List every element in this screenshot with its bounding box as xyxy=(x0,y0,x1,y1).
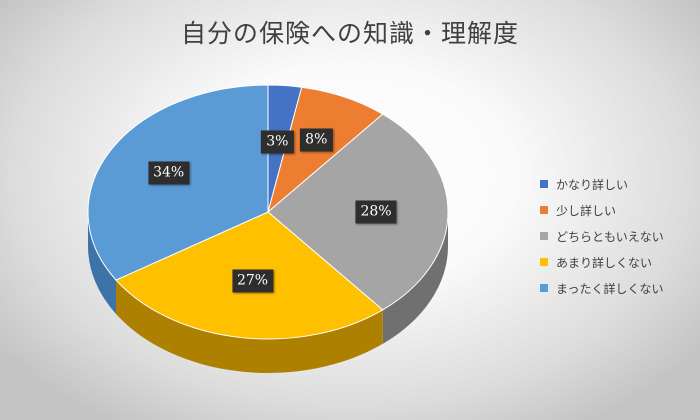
pie-side-5 xyxy=(88,212,117,315)
legend-swatch-5 xyxy=(540,284,548,292)
data-label-4: 27% xyxy=(231,269,274,293)
legend-item-4: あまり詳しくない xyxy=(540,253,664,271)
legend-item-5: まったく詳しくない xyxy=(540,279,664,297)
legend-label-3: どちらともいえない xyxy=(556,229,664,244)
legend-item-2: 少し詳しい xyxy=(540,201,664,219)
legend-swatch-1 xyxy=(540,180,548,188)
chart-title: 自分の保険への知識・理解度 xyxy=(180,19,519,48)
data-label-5: 34% xyxy=(148,161,190,185)
legend-swatch-4 xyxy=(540,258,548,266)
data-label-1: 3% xyxy=(261,130,294,154)
legend-label-1: かなり詳しい xyxy=(556,177,629,192)
legend-item-1: かなり詳しい xyxy=(540,175,664,193)
legend-item-3: どちらともいえない xyxy=(540,227,664,245)
legend-swatch-3 xyxy=(540,232,548,240)
data-label-2: 8% xyxy=(300,128,333,152)
legend-swatch-2 xyxy=(540,206,548,214)
pie-side-4 xyxy=(116,280,383,374)
pie-side-3 xyxy=(382,212,448,344)
legend: かなり詳しい 少し詳しいどちらともいえない あまり詳しくない まったく詳しくない xyxy=(540,175,664,305)
legend-label-5: まったく詳しくない xyxy=(556,281,664,296)
data-label-3: 28% xyxy=(355,200,397,224)
pie-side-walls xyxy=(88,212,448,374)
legend-label-4: あまり詳しくない xyxy=(556,255,653,270)
legend-label-2: 少し詳しい xyxy=(556,203,617,218)
